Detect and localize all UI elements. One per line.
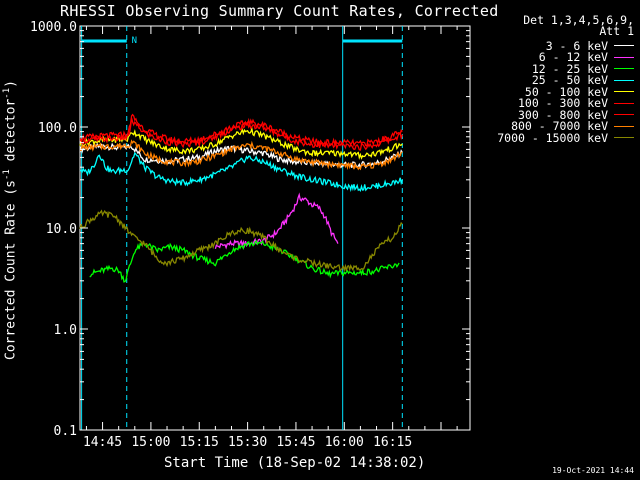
y-tick-label: 1.0 [54, 323, 77, 338]
legend-item-label: 25 - 50 keV [531, 73, 608, 88]
y-axis-label-end: ) [3, 80, 19, 88]
legend-header-line2: Att 1 [599, 24, 634, 39]
legend-header-line1: Det 1,3,4,5,6,9, [523, 12, 634, 27]
y-axis-label-main: Corrected Count Rate (s [3, 179, 19, 360]
legend-item: 100 - 300 keV [464, 96, 634, 111]
plot-frame [79, 25, 471, 431]
x-tick-label: 14:45 [83, 435, 122, 450]
legend-swatch [614, 79, 634, 81]
x-tick-label: 16:00 [325, 435, 364, 450]
legend-item-label: 100 - 300 keV [517, 96, 608, 111]
y-tick-label: 0.1 [54, 424, 77, 439]
legend-swatch [614, 45, 634, 47]
plot-border [79, 25, 471, 431]
legend-item-label: 12 - 25 keV [531, 61, 608, 76]
legend-item: 7000 - 15000 keV [464, 130, 634, 145]
legend-item-label: 800 - 7000 keV [511, 119, 608, 134]
legend-item: 300 - 800 keV [464, 107, 634, 122]
x-tick-label: 15:00 [131, 435, 170, 450]
legend-swatch [614, 56, 634, 58]
legend-item: 3 - 6 keV [464, 38, 634, 53]
y-axis-label: Corrected Count Rate (s-1 detector-1) [2, 80, 18, 360]
y-axis-label-sup1: -1 [2, 169, 12, 180]
x-tick-label: 15:15 [180, 435, 219, 450]
legend-swatch [614, 68, 634, 70]
legend-item: 12 - 25 keV [464, 61, 634, 76]
series-line-6 [79, 118, 403, 151]
legend-entries: 3 - 6 keV 6 - 12 keV 12 - 25 keV 25 - 50 ke… [464, 38, 634, 145]
x-tick-label: 16:15 [373, 435, 412, 450]
legend-item: 50 - 100 keV [464, 84, 634, 99]
series-line-4 [79, 126, 403, 160]
night-flag-label: N [132, 36, 137, 46]
series-line-2 [89, 239, 400, 283]
legend-swatch [614, 125, 634, 127]
legend-item-label: 300 - 800 keV [517, 107, 608, 122]
legend-swatch [614, 114, 634, 116]
series-line-3 [79, 151, 403, 193]
y-tick-label: 10.0 [46, 222, 77, 237]
x-tick-label: 15:30 [228, 435, 267, 450]
legend-item-label: 7000 - 15000 keV [497, 130, 608, 145]
legend-item-label: 50 - 100 keV [524, 84, 608, 99]
timestamp: 19-Oct-2021 14:44 [552, 466, 634, 475]
legend-item-label: 6 - 12 keV [538, 50, 608, 65]
y-axis: 1000.0 100.0 10.0 1.0 0.1 [30, 20, 470, 439]
legend-swatch [614, 91, 634, 93]
x-axis-label: Start Time (18-Sep-02 14:38:02) [164, 455, 426, 471]
x-axis: 14:45 15:00 15:15 15:30 15:45 16:00 16:15 [83, 26, 458, 450]
x-tick-label: 15:45 [276, 435, 315, 450]
series-line-8 [79, 209, 403, 272]
legend-swatch [614, 137, 634, 139]
series-group [79, 113, 403, 283]
y-axis-label-sup2: -1 [2, 87, 12, 99]
chart-title: RHESSI Observing Summary Count Rates, Co… [60, 2, 499, 20]
series-line-7 [80, 139, 403, 171]
legend-item: 6 - 12 keV [464, 50, 634, 65]
legend-swatch [614, 102, 634, 104]
series-line-1 [214, 192, 339, 250]
night-markers: N [81, 26, 403, 430]
legend-item: 25 - 50 keV [464, 73, 634, 88]
legend-item-label: 3 - 6 keV [545, 38, 608, 53]
legend: Det 1,3,4,5,6,9, Att 1 3 - 6 keV 6 - 12 k… [464, 12, 634, 145]
series-line-5 [79, 113, 403, 148]
y-tick-label: 1000.0 [30, 20, 77, 35]
y-axis-label-mid: detector [3, 98, 19, 170]
y-tick-label: 100.0 [38, 121, 77, 136]
legend-item: 800 - 7000 keV [464, 119, 634, 134]
